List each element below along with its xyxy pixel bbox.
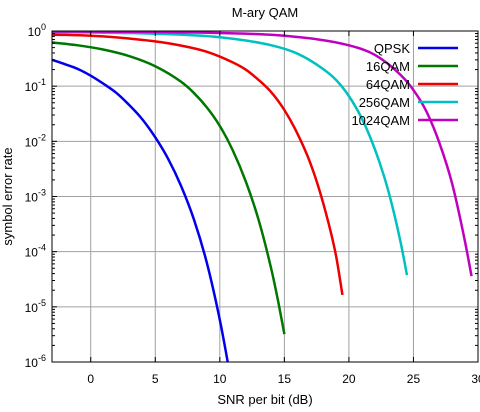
x-tick-label: 10 [213,372,227,386]
y-tick-label: 10-5 [25,298,46,315]
legend-label-1024qam: 1024QAM [351,113,410,128]
legend-label-64qam: 64QAM [366,77,410,92]
y-tick-label: 10-3 [25,188,46,205]
x-tick-label: 20 [342,372,356,386]
legend-label-qpsk: QPSK [374,41,410,56]
y-tick-exponent: -6 [38,353,46,363]
x-tick-label: 25 [407,372,421,386]
y-tick-label: 10-2 [25,132,46,149]
axis-ticks [52,30,479,363]
series-line-64qam [52,33,344,296]
series-line-16qam [52,41,286,335]
y-tick-label: 10-6 [25,353,46,370]
x-axis-label: SNR per bit (dB) [217,392,312,407]
y-tick-base: 10 [25,135,39,149]
legend: QPSK 16QAM 64QAM 256QAM 1024QAM [351,41,458,128]
y-tick-base: 10 [25,301,39,315]
legend-label-16qam: 16QAM [366,59,410,74]
series-curves [52,31,473,362]
y-tick-base: 10 [25,356,39,370]
x-tick-label: 15 [278,372,292,386]
series-line-qpsk [52,58,229,362]
y-tick-exponent: -1 [38,77,46,87]
y-tick-label: 10-4 [25,243,46,260]
legend-label-256qam: 256QAM [359,95,410,110]
y-tick-exponent: -4 [38,243,46,253]
x-tick-label: 0 [87,372,94,386]
y-tick-exponent: -3 [38,188,46,198]
y-tick-base: 10 [25,246,39,260]
tick-labels: 05101520253010010-110-210-310-410-510-6 [25,22,480,386]
y-axis-label: symbol error rate [0,147,15,245]
y-tick-exponent: 0 [41,22,46,32]
y-tick-exponent: -2 [38,132,46,142]
grid [52,30,479,363]
x-tick-label: 5 [152,372,159,386]
y-tick-exponent: -5 [38,298,46,308]
x-tick-label: 30 [471,372,480,386]
y-tick-label: 100 [28,22,46,39]
y-tick-base: 10 [25,80,39,94]
y-tick-base: 10 [25,191,39,205]
y-tick-label: 10-1 [25,77,46,94]
series-line-1024qam [52,31,473,277]
series-line-256qam [52,31,409,276]
y-tick-base: 10 [28,25,42,39]
chart-title: M-ary QAM [232,5,298,20]
